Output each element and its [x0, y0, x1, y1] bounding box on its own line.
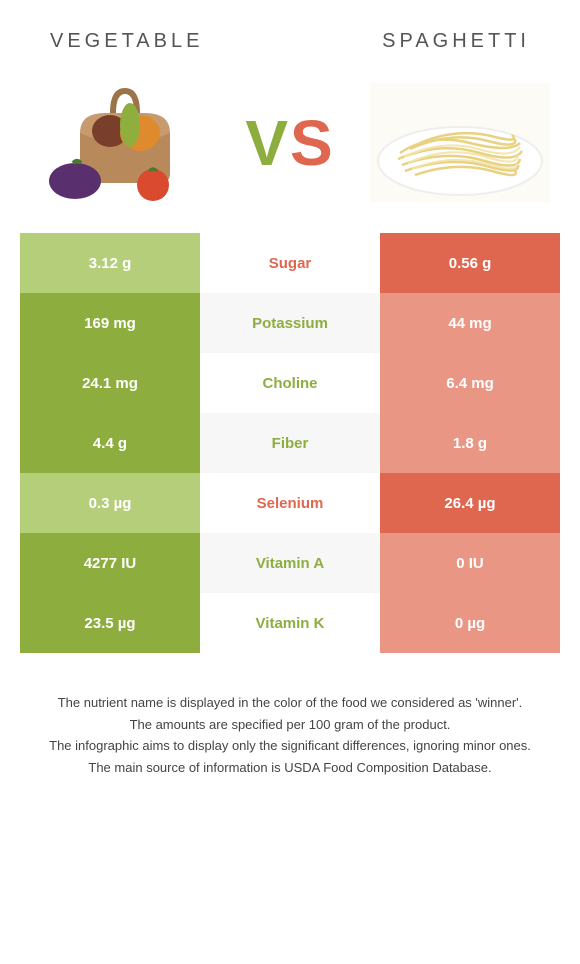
table-row: 4.4 gFiber1.8 g [20, 413, 560, 473]
vs-label: VS [245, 106, 334, 180]
right-value: 0 IU [380, 533, 560, 593]
right-value: 1.8 g [380, 413, 560, 473]
nutrient-table: 3.12 gSugar0.56 g169 mgPotassium44 mg24.… [20, 233, 560, 653]
left-value: 3.12 g [20, 233, 200, 293]
right-value: 26.4 µg [380, 473, 560, 533]
table-row: 169 mgPotassium44 mg [20, 293, 560, 353]
right-value: 0 µg [380, 593, 560, 653]
left-value: 169 mg [20, 293, 200, 353]
left-food-title: Vegetable [50, 30, 203, 53]
footnote-line: The main source of information is USDA F… [30, 758, 550, 778]
left-value: 4.4 g [20, 413, 200, 473]
right-value: 0.56 g [380, 233, 560, 293]
nutrient-label: Vitamin K [200, 593, 380, 653]
vegetable-image [30, 83, 210, 203]
footnote-line: The amounts are specified per 100 gram o… [30, 715, 550, 735]
right-value: 44 mg [380, 293, 560, 353]
vs-v: V [245, 107, 290, 179]
table-row: 3.12 gSugar0.56 g [20, 233, 560, 293]
right-value: 6.4 mg [380, 353, 560, 413]
vs-s: S [290, 107, 335, 179]
header: Vegetable Spaghetti [0, 0, 580, 73]
left-value: 4277 IU [20, 533, 200, 593]
nutrient-label: Sugar [200, 233, 380, 293]
left-value: 0.3 µg [20, 473, 200, 533]
table-row: 4277 IUVitamin A0 IU [20, 533, 560, 593]
table-row: 0.3 µgSelenium26.4 µg [20, 473, 560, 533]
table-row: 24.1 mgCholine6.4 mg [20, 353, 560, 413]
nutrient-label: Selenium [200, 473, 380, 533]
footnotes: The nutrient name is displayed in the co… [0, 693, 580, 777]
table-row: 23.5 µgVitamin K0 µg [20, 593, 560, 653]
left-value: 23.5 µg [20, 593, 200, 653]
nutrient-label: Fiber [200, 413, 380, 473]
nutrient-label: Potassium [200, 293, 380, 353]
images-row: VS [0, 73, 580, 233]
nutrient-label: Choline [200, 353, 380, 413]
left-value: 24.1 mg [20, 353, 200, 413]
spaghetti-image [370, 83, 550, 203]
right-food-title: Spaghetti [382, 30, 530, 53]
footnote-line: The nutrient name is displayed in the co… [30, 693, 550, 713]
nutrient-label: Vitamin A [200, 533, 380, 593]
footnote-line: The infographic aims to display only the… [30, 736, 550, 756]
